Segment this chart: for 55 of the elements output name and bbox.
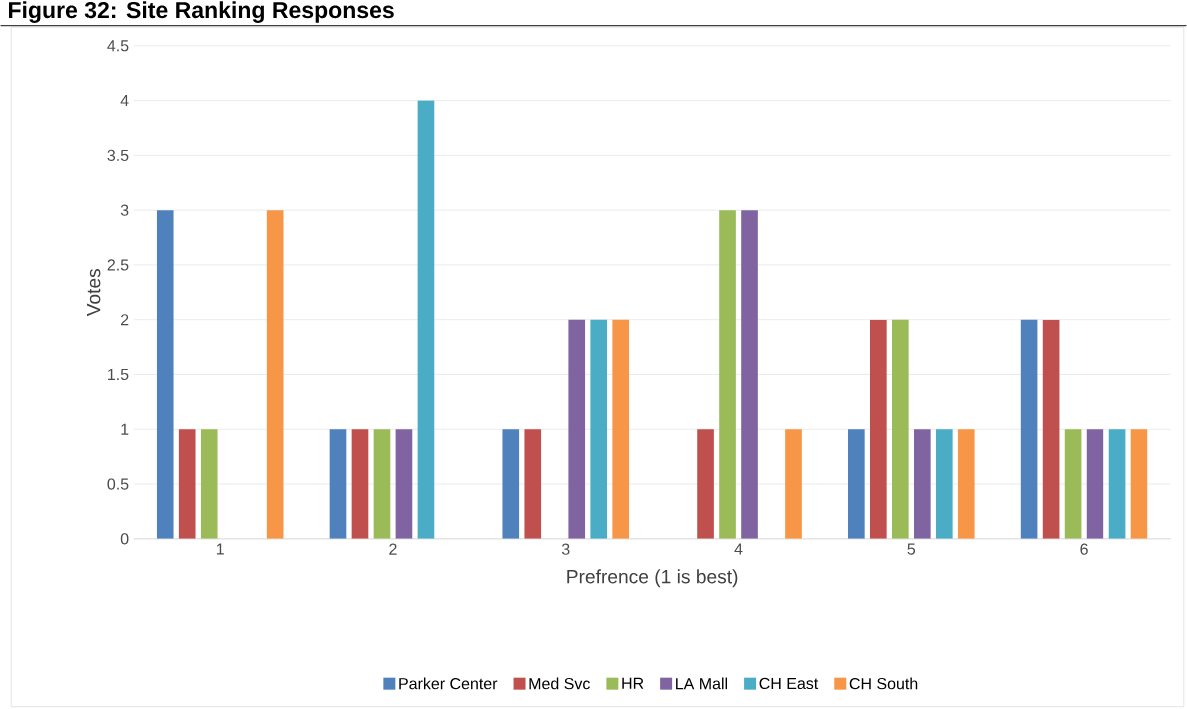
bar bbox=[156, 209, 174, 539]
bar bbox=[1086, 429, 1104, 539]
bar bbox=[848, 429, 865, 539]
y-tick-label: 4.5 bbox=[107, 40, 129, 52]
bar bbox=[1042, 319, 1060, 539]
bar bbox=[1020, 319, 1038, 539]
y-tick-label: 4 bbox=[120, 94, 129, 106]
bar bbox=[373, 429, 391, 539]
bar bbox=[913, 429, 931, 539]
bar bbox=[329, 429, 347, 539]
bar bbox=[178, 429, 196, 539]
bar bbox=[870, 319, 887, 539]
y-tick-label: 1 bbox=[121, 423, 129, 435]
bar bbox=[785, 429, 802, 539]
legend-label: LA Mall bbox=[676, 677, 728, 690]
y-tick-label: 0.5 bbox=[107, 478, 129, 490]
legend-label: Parker Center bbox=[399, 677, 498, 690]
bar bbox=[351, 429, 369, 539]
bar bbox=[1130, 429, 1148, 539]
bar bbox=[395, 429, 413, 539]
bar bbox=[612, 319, 630, 539]
legend-label: HR bbox=[622, 677, 644, 689]
bar bbox=[524, 429, 542, 539]
y-tick-label: 0 bbox=[120, 532, 129, 545]
bar bbox=[1108, 429, 1126, 539]
bar bbox=[935, 429, 953, 539]
bar bbox=[502, 429, 520, 539]
bar bbox=[1064, 429, 1082, 539]
y-tick-label: 2 bbox=[120, 313, 129, 326]
y-axis-title: Votes bbox=[86, 268, 101, 317]
legend-label: Med Svc bbox=[529, 677, 590, 690]
y-tick-label: 1.5 bbox=[108, 368, 129, 380]
bar bbox=[697, 429, 714, 539]
bar bbox=[957, 429, 975, 539]
bar bbox=[266, 209, 284, 539]
bar bbox=[891, 319, 909, 539]
bar bbox=[741, 209, 758, 539]
bar bbox=[719, 209, 736, 539]
bar bbox=[568, 319, 586, 539]
x-tick-label: 2 bbox=[389, 543, 397, 555]
x-axis-title: Prefrence (1 is best) bbox=[567, 569, 738, 588]
bar bbox=[590, 319, 608, 539]
y-tick-label: 3.5 bbox=[107, 149, 129, 161]
legend-label: CH South bbox=[849, 677, 918, 690]
bar bbox=[200, 429, 218, 539]
x-tick-label: 5 bbox=[907, 543, 916, 555]
x-tick-label: 1 bbox=[216, 543, 224, 555]
x-tick-label: 4 bbox=[734, 543, 743, 555]
y-tick-label: 2.5 bbox=[107, 259, 129, 271]
y-tick-label: 3 bbox=[120, 204, 129, 216]
x-tick-label: 6 bbox=[1080, 543, 1088, 555]
bar bbox=[417, 100, 435, 539]
x-tick-label: 3 bbox=[561, 543, 570, 555]
legend-label: CH East bbox=[759, 677, 819, 689]
chart-title: Figure 32: Site Ranking Responses bbox=[9, 1, 394, 23]
